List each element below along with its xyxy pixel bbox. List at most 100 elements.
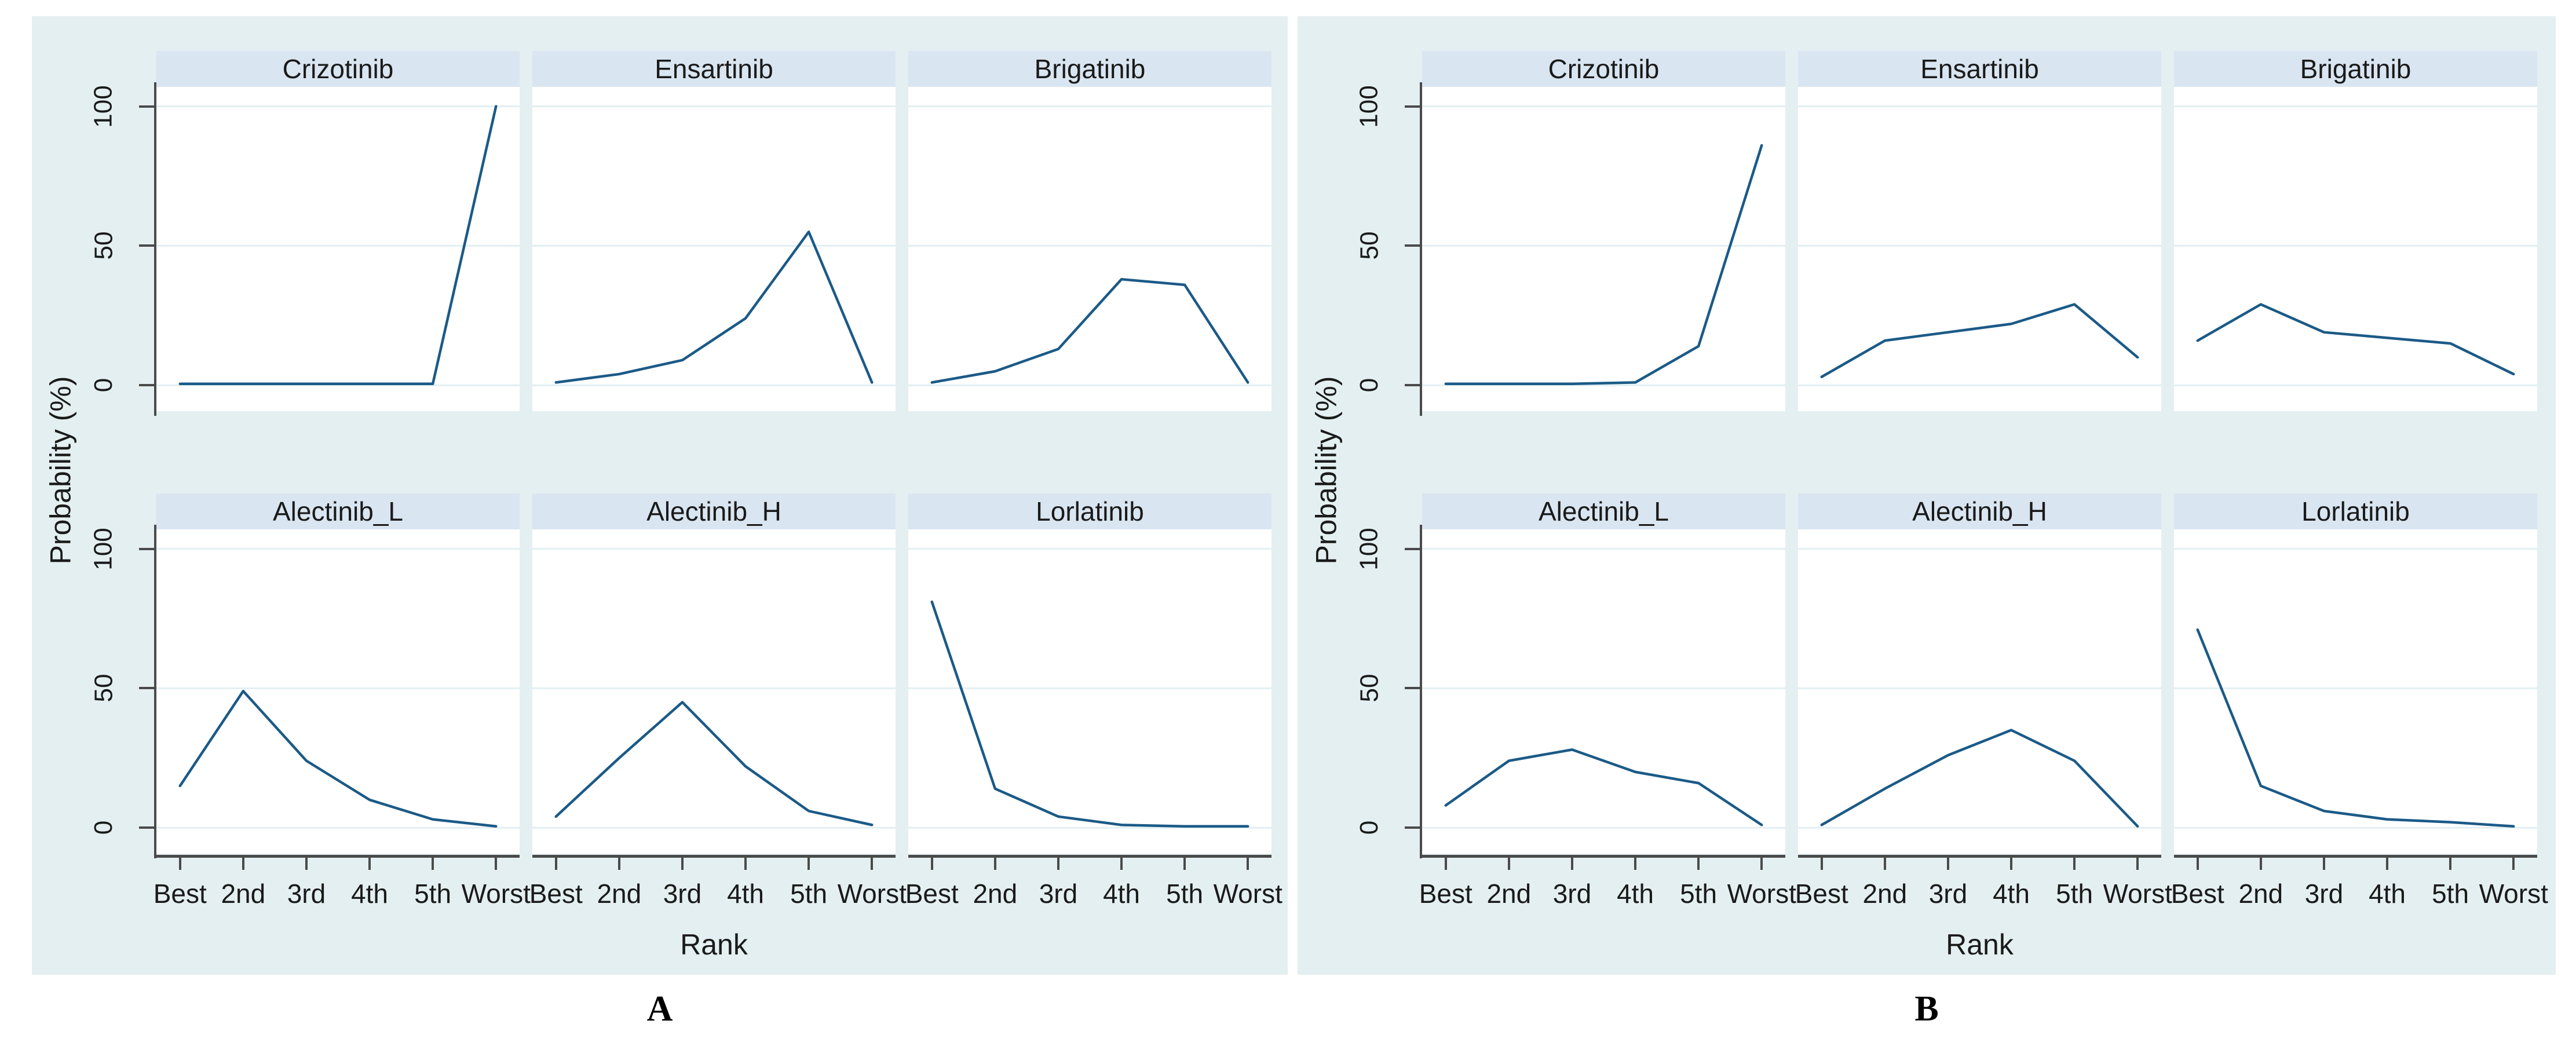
y-tick-mark [1405, 826, 1420, 829]
line-chart [2174, 548, 2537, 829]
x-tick-label: 3rd [1039, 879, 1078, 909]
x-axis-title: Rank [680, 928, 748, 961]
data-line [554, 231, 874, 384]
x-tick-label: Worst [2479, 879, 2548, 909]
x-tick-mark [1444, 855, 1447, 870]
plot-area [2174, 529, 2537, 854]
y-tick-label-text: 100 [1354, 527, 1383, 570]
y-tick-label-text: 0 [89, 820, 118, 835]
x-tick-mark [495, 855, 498, 870]
x-tick-mark [1883, 855, 1886, 870]
subplot-a-alectinib-h: Alectinib_H [532, 493, 896, 854]
y-tick-mark [1405, 547, 1420, 550]
x-tick-label: 3rd [663, 879, 702, 909]
x-tick-label: Best [1419, 879, 1472, 909]
y-tick-label: 0 [1338, 796, 1401, 859]
y-tick-label-text: 50 [89, 674, 118, 703]
line-chart [156, 548, 520, 829]
x-tick-label: 4th [1617, 879, 1654, 909]
line-chart [908, 548, 1271, 829]
x-tick-label: 2nd [1862, 879, 1908, 909]
y-axis-title: Probability (%) [1298, 87, 1355, 854]
plot-area [908, 87, 1271, 411]
data-line [178, 105, 498, 386]
x-tick-mark [1120, 855, 1123, 870]
x-tick-mark [1183, 855, 1186, 870]
panel-a: Probability (%) 0 50 100 Crizotinib Ensartini… [32, 16, 1288, 975]
plot-area [908, 529, 1271, 854]
subplot-title: Brigatinib [908, 51, 1271, 87]
x-tick-mark [2449, 855, 2452, 870]
x-tick-label: Best [1795, 879, 1848, 909]
y-tick-label: 0 [1338, 353, 1401, 417]
line-chart [532, 105, 896, 386]
x-tick-mark [1634, 855, 1637, 870]
x-tick-label: Worst [2103, 879, 2172, 909]
plot-area [1422, 529, 1785, 854]
subplot-a-brigatinib: Brigatinib [908, 51, 1271, 411]
subplot-b-alectinib-l: Alectinib_L [1422, 493, 1785, 854]
y-tick-label: 0 [72, 353, 136, 417]
x-tick-mark [1697, 855, 1700, 870]
data-line [930, 600, 1249, 828]
subplot-b-ensartinib: Ensartinib [1798, 51, 2161, 411]
subplot-a-alectinib-l: Alectinib_L [156, 493, 520, 854]
x-tick-mark [2322, 855, 2325, 870]
x-tick-label: Best [153, 879, 207, 909]
x-tick-mark [993, 855, 996, 870]
subplot-title: Crizotinib [156, 51, 520, 87]
y-tick-mark [139, 687, 154, 690]
x-tick-label: 3rd [287, 879, 326, 909]
x-tick-mark [2512, 855, 2515, 870]
subplot-title: Alectinib_L [156, 493, 520, 529]
x-tick-mark [1760, 855, 1763, 870]
subplot-a-crizotinib: Crizotinib [156, 51, 520, 411]
x-tick-label: 5th [2056, 879, 2093, 909]
plot-area [156, 529, 520, 854]
plot-area [1798, 529, 2161, 854]
y-tick-label: 100 [72, 75, 136, 138]
line-chart [2174, 105, 2537, 386]
x-tick-label: 4th [727, 879, 765, 909]
x-tick-mark [178, 855, 181, 870]
y-tick-mark [139, 105, 154, 108]
y-tick-mark [1405, 244, 1420, 247]
data-line [554, 701, 874, 826]
x-tick-mark [305, 855, 308, 870]
x-tick-label: 2nd [1486, 879, 1532, 909]
data-line [1820, 729, 2139, 828]
plot-area [532, 529, 896, 854]
x-tick-label: Best [905, 879, 959, 909]
x-tick-mark [1247, 855, 1249, 870]
data-line [1444, 748, 1763, 826]
x-tick-mark [1570, 855, 1573, 870]
plot-area [156, 87, 520, 411]
x-tick-mark [242, 855, 244, 870]
x-tick-mark [2136, 855, 2139, 870]
subplot-title: Crizotinib [1422, 51, 1785, 87]
plot-area [532, 87, 896, 411]
y-tick-label: 100 [1338, 517, 1401, 581]
x-tick-label: 4th [1993, 879, 2030, 909]
subplot-a-lorlatinib: Lorlatinib [908, 493, 1271, 854]
x-tick-label: Worst [837, 879, 907, 909]
subplot-a-ensartinib: Ensartinib [532, 51, 896, 411]
y-tick-mark [1405, 384, 1420, 387]
line-chart [1798, 548, 2161, 829]
subplot-b-crizotinib: Crizotinib [1422, 51, 1785, 411]
y-axis-title: Probability (%) [32, 87, 90, 854]
y-tick-label-text: 50 [1354, 231, 1383, 260]
data-line [2196, 628, 2515, 828]
plot-area [1422, 87, 1785, 411]
x-tick-mark [617, 855, 620, 870]
x-tick-label: 4th [1103, 879, 1141, 909]
y-axis-line [154, 525, 156, 858]
x-tick-mark [368, 855, 371, 870]
panel-a-letter: A [646, 989, 673, 1029]
x-axis-line [1798, 855, 2161, 858]
y-axis-line [1420, 82, 1422, 416]
data-line [1444, 144, 1763, 386]
y-tick-mark [139, 547, 154, 550]
line-chart [1422, 548, 1785, 829]
